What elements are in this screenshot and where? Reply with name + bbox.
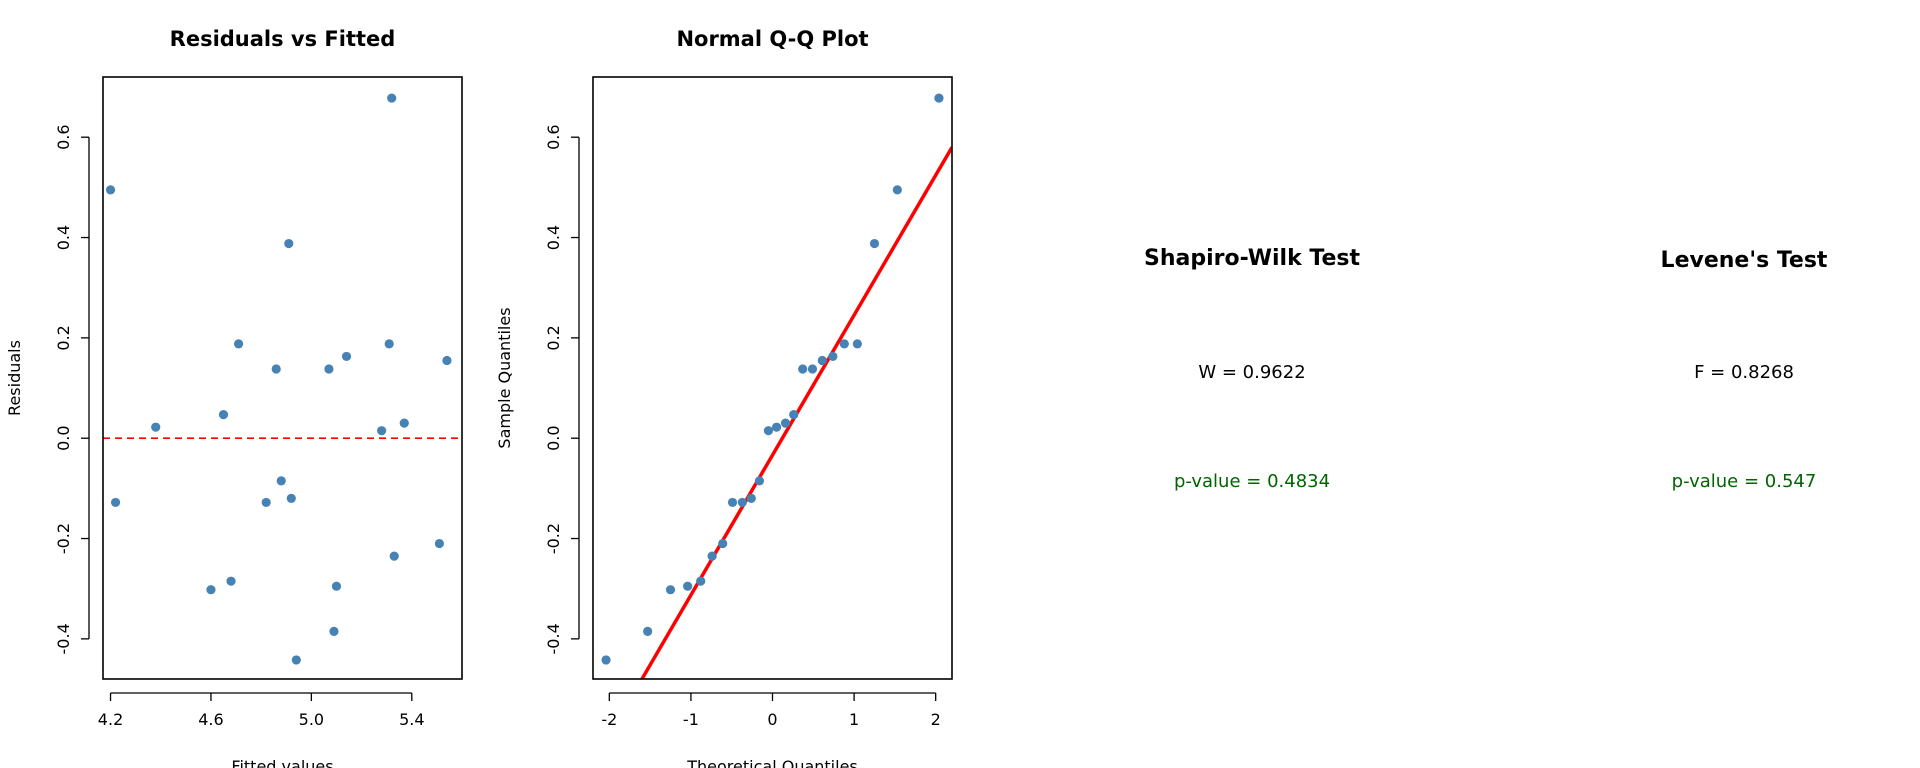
qq-frame bbox=[592, 76, 953, 680]
qq-point bbox=[746, 493, 756, 503]
resid-point bbox=[341, 351, 352, 362]
resid-point bbox=[389, 551, 399, 561]
resid-point bbox=[377, 426, 387, 436]
qq-point bbox=[718, 538, 728, 549]
resid-point bbox=[105, 185, 116, 195]
qq-point bbox=[763, 426, 774, 436]
resid-y-tick-label: 0.2 bbox=[54, 325, 73, 350]
resid-x-label: Fitted values bbox=[231, 757, 333, 768]
qq-y-tick-label: -0.2 bbox=[544, 523, 563, 554]
qq-y-tick-label: 0.2 bbox=[544, 325, 563, 350]
qq-point bbox=[771, 422, 782, 432]
qq-point bbox=[696, 576, 706, 586]
qq-point bbox=[727, 497, 738, 508]
levene-pvalue: p-value = 0.547 bbox=[1671, 471, 1817, 492]
qq-y-tick-label: 0.4 bbox=[544, 225, 563, 250]
resid-point bbox=[331, 581, 342, 591]
resid-point bbox=[218, 410, 229, 420]
qq-x-tick-label: 2 bbox=[931, 710, 941, 729]
qq-point bbox=[683, 581, 693, 591]
resid-y-tick-label: 0.4 bbox=[54, 225, 73, 250]
levene-stat: F = 0.8268 bbox=[1694, 362, 1794, 383]
qq-point bbox=[828, 351, 838, 362]
qq-y-tick-label: 0.6 bbox=[544, 124, 563, 149]
qq-x-tick-label: 1 bbox=[849, 710, 859, 729]
qq-point bbox=[807, 364, 818, 374]
resid-point bbox=[233, 339, 244, 349]
resid-point bbox=[384, 339, 394, 349]
resid-x-tick-label: 4.6 bbox=[198, 710, 223, 729]
levene-title: Levene's Test bbox=[1660, 248, 1828, 273]
qq-point bbox=[707, 551, 717, 561]
shapiro-stat: W = 0.9622 bbox=[1198, 362, 1306, 383]
qq-point bbox=[934, 93, 944, 103]
resid-point bbox=[329, 626, 339, 636]
resid-point bbox=[286, 493, 296, 503]
resid-point bbox=[434, 538, 445, 549]
qq-y-tick-label: 0.0 bbox=[544, 425, 563, 450]
resid-y-tick-label: 0.0 bbox=[54, 425, 73, 450]
resid-point bbox=[276, 476, 286, 486]
resid-y-label: Residuals bbox=[5, 340, 24, 416]
resid-point bbox=[291, 655, 301, 665]
qq-x-tick-label: -2 bbox=[601, 710, 617, 729]
qq-x-label: Theoretical Quantiles bbox=[686, 757, 858, 768]
qq-point bbox=[754, 476, 765, 486]
resid-y-tick-label: 0.6 bbox=[54, 124, 73, 149]
qq-point bbox=[839, 339, 849, 349]
qq-point bbox=[780, 418, 791, 428]
resid-y-tick-label: -0.2 bbox=[54, 523, 73, 554]
resid-point bbox=[399, 418, 409, 428]
shapiro-title: Shapiro-Wilk Test bbox=[1143, 246, 1360, 271]
resid-frame bbox=[102, 76, 463, 680]
qq-x-tick-label: 0 bbox=[767, 710, 777, 729]
qq-point bbox=[665, 585, 676, 595]
qq-point bbox=[737, 497, 747, 508]
resid-title: Residuals vs Fitted bbox=[170, 27, 396, 51]
qq-x-tick-label: -1 bbox=[683, 710, 699, 729]
resid-x-tick-label: 5.4 bbox=[399, 710, 424, 729]
qq-point bbox=[852, 339, 862, 349]
qq-y-label: Sample Quantiles bbox=[495, 307, 514, 448]
qq-title: Normal Q-Q Plot bbox=[676, 27, 868, 51]
resid-point bbox=[206, 585, 216, 595]
qq-point bbox=[601, 655, 611, 665]
qq-point bbox=[817, 355, 827, 366]
resid-point bbox=[110, 497, 121, 508]
resid-x-tick-label: 5.0 bbox=[299, 710, 324, 729]
resid-point bbox=[226, 576, 236, 586]
resid-point bbox=[271, 364, 281, 374]
qq-point bbox=[869, 238, 880, 249]
resid-point bbox=[151, 422, 161, 432]
resid-point bbox=[387, 93, 397, 103]
resid-point bbox=[261, 497, 271, 508]
resid-y-tick-label: -0.4 bbox=[54, 623, 73, 654]
qq-point bbox=[798, 364, 808, 374]
qq-point bbox=[789, 410, 799, 420]
resid-point bbox=[284, 238, 294, 249]
resid-x-tick-label: 4.2 bbox=[98, 710, 123, 729]
resid-point bbox=[442, 355, 452, 366]
qq-point bbox=[643, 626, 653, 636]
shapiro-pvalue: p-value = 0.4834 bbox=[1173, 471, 1331, 492]
qq-y-tick-label: -0.4 bbox=[544, 623, 563, 654]
resid-point bbox=[324, 364, 334, 374]
qq-point bbox=[892, 185, 902, 195]
